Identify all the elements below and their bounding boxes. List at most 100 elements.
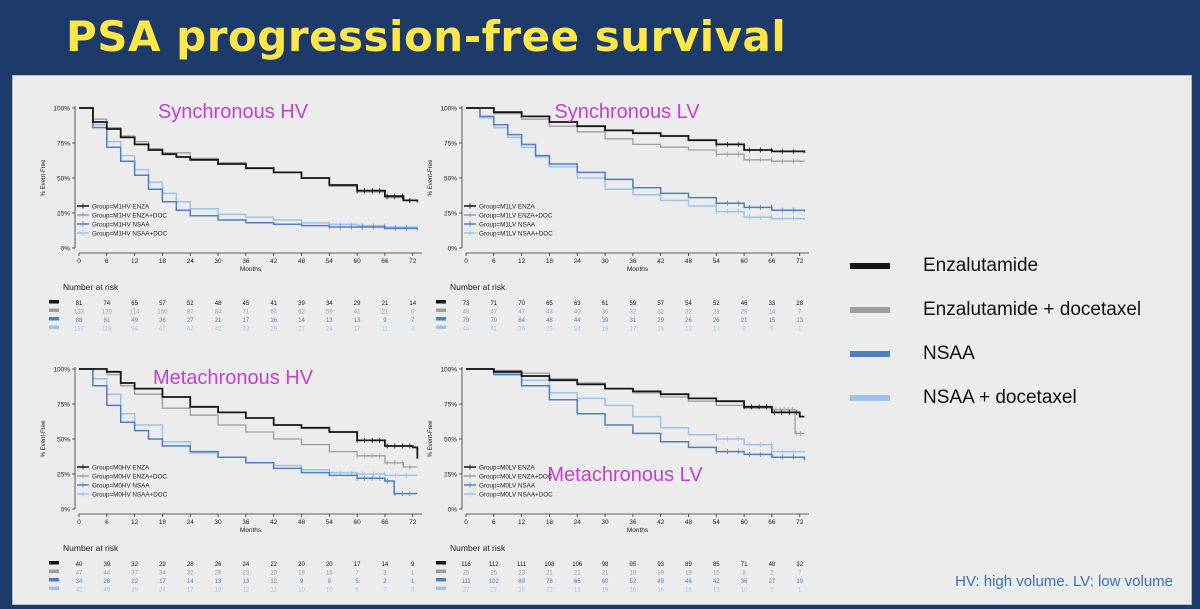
inplot-legend-label: Group=M1LV ENZA: [479, 204, 536, 211]
x-tick-label: 60: [740, 519, 748, 526]
x-tick-label: 54: [713, 519, 721, 526]
x-tick-label: 72: [409, 258, 417, 265]
risk-value: 89: [685, 562, 692, 568]
risk-value: 29: [546, 327, 553, 333]
risk-value: 47: [76, 571, 83, 577]
risk-value: 100: [157, 310, 168, 316]
risk-value: 62: [298, 310, 305, 316]
risk-value: 47: [187, 327, 194, 333]
x-tick-label: 72: [409, 519, 417, 526]
x-tick-label: 72: [796, 258, 804, 265]
risk-value: 21: [602, 571, 609, 577]
legend-label: Enzalutamide: [923, 255, 1039, 276]
risk-value: 17: [187, 588, 194, 594]
risk-value: 42: [713, 579, 720, 585]
risk-value: 13: [215, 579, 222, 585]
y-axis-label: % Event-Free: [41, 159, 47, 196]
risk-value: 31: [630, 318, 637, 324]
x-tick-label: 0: [77, 519, 81, 526]
risk-row-swatch: [436, 300, 446, 304]
x-tick-label: 66: [381, 519, 389, 526]
km-curve-2: [466, 107, 805, 162]
risk-value: 8: [742, 571, 746, 577]
risk-value: 1: [411, 571, 415, 577]
risk-value: 13: [685, 327, 692, 333]
risk-value: 16: [326, 571, 333, 577]
risk-value: 6: [355, 588, 359, 594]
risk-value: 29: [270, 327, 277, 333]
risk-value: 16: [270, 318, 277, 324]
risk-value: 88: [76, 318, 83, 324]
inplot-legend-label: Group=M0HV ENZA+DOC: [92, 474, 167, 481]
risk-value: 66: [574, 579, 581, 585]
risk-value: 52: [713, 301, 720, 307]
risk-value: 29: [354, 301, 361, 307]
x-tick-label: 60: [353, 519, 361, 526]
risk-value: ?: [383, 588, 387, 594]
risk-value: 13: [354, 318, 361, 324]
x-tick-label: 72: [796, 519, 804, 526]
risk-table-title: Number at risk: [63, 282, 119, 292]
risk-value: 15: [713, 571, 720, 577]
risk-value: 94: [131, 327, 138, 333]
risk-value: 13: [326, 318, 333, 324]
legend-swatch: [850, 395, 890, 401]
risk-value: 65: [131, 301, 138, 307]
risk-value: 64: [518, 318, 525, 324]
risk-value: 29: [159, 562, 166, 568]
risk-value: 16: [685, 588, 692, 594]
risk-value: 9: [411, 562, 415, 568]
risk-value: 13: [713, 327, 720, 333]
x-tick-label: 48: [685, 258, 693, 265]
risk-row-swatch: [49, 578, 59, 582]
risk-value: 19: [298, 571, 305, 577]
chart-subtitle: Synchronous LV: [554, 101, 700, 123]
risk-value: 20: [270, 571, 277, 577]
risk-value: 78: [546, 579, 553, 585]
x-axis-label: Months: [240, 527, 262, 534]
risk-value: 9: [300, 579, 304, 585]
risk-value: 28: [187, 562, 194, 568]
risk-value: 27: [490, 588, 497, 594]
x-tick-label: 36: [629, 258, 637, 265]
risk-value: 47: [518, 310, 525, 316]
risk-value: 70: [490, 318, 497, 324]
risk-value: 93: [657, 562, 664, 568]
x-tick-label: 18: [159, 519, 167, 526]
x-tick-label: 0: [77, 258, 81, 265]
legend-label: NSAA: [923, 343, 975, 364]
risk-value: 44: [463, 327, 470, 333]
x-tick-label: 54: [326, 519, 334, 526]
risk-value: ?: [798, 571, 802, 577]
risk-value: 137: [74, 327, 85, 333]
x-axis-label: Months: [240, 266, 262, 273]
risk-value: 10: [741, 588, 748, 594]
x-tick-label: 12: [518, 258, 526, 265]
risk-table-title: Number at risk: [450, 543, 506, 553]
legend-swatch: [850, 351, 890, 357]
x-tick-label: 24: [574, 519, 582, 526]
risk-value: 25: [490, 571, 497, 577]
risk-value: 27: [187, 318, 194, 324]
risk-value: 20: [326, 562, 333, 568]
y-tick-label: 75%: [444, 402, 457, 409]
x-tick-label: 6: [105, 258, 109, 265]
risk-value: 42: [76, 588, 83, 594]
risk-value: 65: [546, 301, 553, 307]
inplot-legend-label: Group=M0HV ENZA: [92, 465, 150, 472]
risk-value: 21: [546, 571, 553, 577]
risk-value: 73: [463, 301, 470, 307]
risk-row-swatch: [49, 317, 59, 321]
risk-value: 25: [463, 571, 470, 577]
risk-value: 3: [411, 327, 415, 333]
risk-value: 27: [298, 327, 305, 333]
risk-value: 24: [243, 562, 250, 568]
risk-value: 108: [544, 562, 555, 568]
x-tick-label: 48: [298, 519, 306, 526]
risk-value: 41: [270, 301, 277, 307]
risk-value: 87: [187, 310, 194, 316]
risk-value: 7: [355, 571, 359, 577]
x-tick-label: 30: [214, 519, 222, 526]
